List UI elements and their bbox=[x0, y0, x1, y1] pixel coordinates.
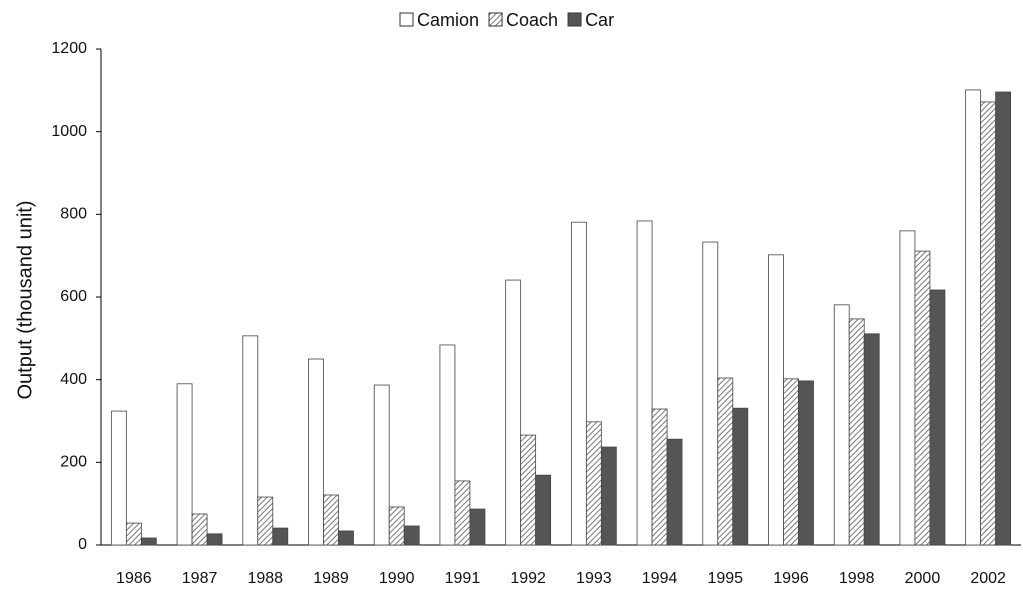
x-tick-label: 1995 bbox=[707, 570, 743, 587]
y-tick-label: 600 bbox=[60, 288, 87, 305]
bar bbox=[140, 537, 157, 546]
bar bbox=[899, 230, 916, 546]
x-tick-label: 1990 bbox=[379, 570, 415, 587]
bar bbox=[702, 241, 719, 546]
bar bbox=[323, 494, 339, 546]
bar bbox=[600, 446, 617, 546]
bar bbox=[636, 220, 653, 546]
bar bbox=[783, 378, 799, 546]
x-tick-label: 1989 bbox=[313, 570, 349, 587]
bar bbox=[914, 250, 931, 546]
bar bbox=[651, 408, 668, 546]
bar bbox=[570, 221, 587, 546]
bar bbox=[125, 522, 142, 546]
bar bbox=[666, 438, 683, 546]
bar bbox=[863, 333, 880, 546]
bar bbox=[995, 91, 1012, 546]
bar bbox=[585, 421, 602, 546]
bar bbox=[848, 318, 865, 546]
bar bbox=[505, 279, 522, 546]
x-tick-label: 1996 bbox=[773, 570, 809, 587]
x-tick-label: 1998 bbox=[839, 570, 875, 587]
bar bbox=[272, 527, 289, 546]
bar bbox=[929, 289, 946, 546]
bar bbox=[798, 380, 814, 546]
y-tick-label: 200 bbox=[60, 454, 87, 471]
x-tick-label: 2000 bbox=[905, 570, 941, 587]
bar bbox=[833, 304, 850, 546]
bar bbox=[176, 383, 193, 546]
bar bbox=[980, 101, 997, 546]
bar bbox=[242, 335, 259, 546]
x-tick-label: 1992 bbox=[510, 570, 546, 587]
y-axis-title: Output (thousand unit) bbox=[14, 200, 36, 399]
y-tick-label: 1200 bbox=[51, 40, 87, 57]
legend-label: Car bbox=[585, 10, 614, 30]
legend-swatch bbox=[399, 12, 414, 27]
x-tick-label: 1994 bbox=[642, 570, 678, 587]
legend-label: Camion bbox=[417, 10, 479, 30]
bar bbox=[373, 384, 390, 546]
x-tick-label: 1986 bbox=[116, 570, 152, 587]
y-tick-label: 0 bbox=[78, 536, 87, 553]
y-tick-label: 1000 bbox=[51, 123, 87, 140]
y-tick-label: 800 bbox=[60, 206, 87, 223]
bar bbox=[768, 254, 784, 546]
bar bbox=[257, 496, 274, 546]
bar bbox=[535, 474, 552, 546]
bar bbox=[965, 89, 982, 546]
bar bbox=[454, 480, 471, 546]
x-tick-label: 1993 bbox=[576, 570, 612, 587]
legend-label: Coach bbox=[506, 10, 558, 30]
x-tick-label: 2002 bbox=[970, 570, 1006, 587]
bar bbox=[717, 377, 734, 546]
bar bbox=[388, 506, 405, 546]
bar bbox=[191, 513, 208, 546]
bar bbox=[732, 407, 749, 546]
bar bbox=[206, 533, 223, 546]
legend-swatch bbox=[488, 12, 503, 27]
bar bbox=[338, 530, 354, 546]
x-tick-label: 1991 bbox=[445, 570, 481, 587]
bar bbox=[110, 410, 127, 546]
bar bbox=[403, 525, 420, 546]
bar bbox=[520, 434, 537, 546]
x-tick-label: 1988 bbox=[247, 570, 283, 587]
bar bbox=[439, 344, 456, 546]
y-tick-label: 400 bbox=[60, 371, 87, 388]
legend-swatch bbox=[567, 12, 582, 27]
x-tick-label: 1987 bbox=[182, 570, 218, 587]
bar bbox=[308, 358, 324, 546]
bar bbox=[469, 508, 486, 546]
